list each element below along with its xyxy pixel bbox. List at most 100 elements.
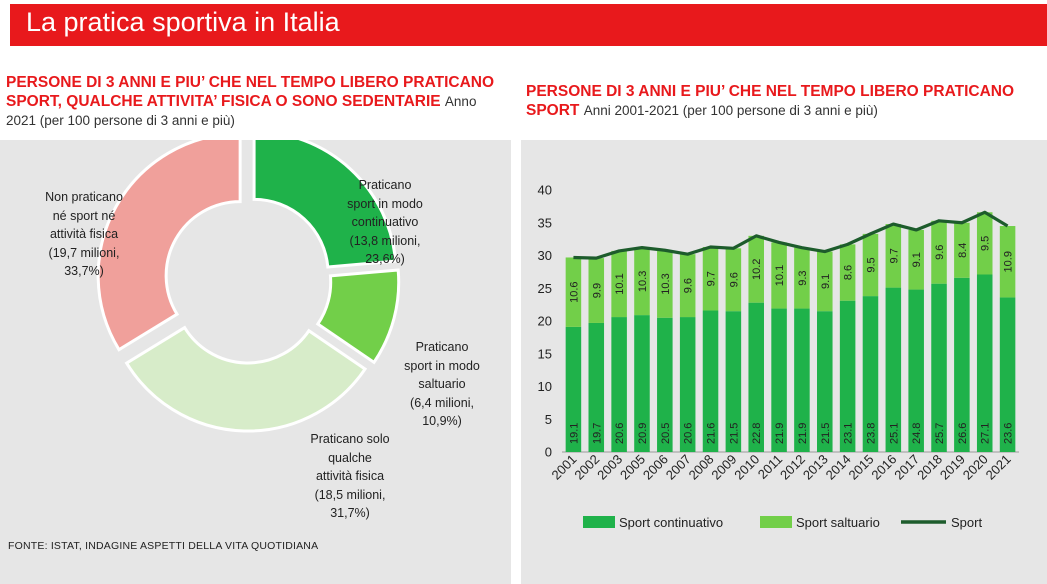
bar-sport-saltuario <box>976 212 993 275</box>
line-sport <box>573 210 1009 260</box>
y-tick-label: 10 <box>538 379 552 394</box>
right-chart-heading-text: PERSONE DI 3 ANNI E PIU’ CHE NEL TEMPO L… <box>526 83 1015 119</box>
data-label-saltuario: 9.7 <box>706 271 718 286</box>
label-line: saltuario <box>418 377 466 391</box>
right-chart-heading: PERSONE DI 3 ANNI E PIU’ CHE NEL TEMPO L… <box>526 82 1041 120</box>
bar-sport-saltuario <box>702 246 719 311</box>
data-label-continuativo: 21.5 <box>728 423 740 444</box>
y-tick-label: 30 <box>538 248 552 263</box>
data-label-saltuario: 9.5 <box>980 236 992 251</box>
data-label-continuativo: 23.6 <box>1003 423 1015 444</box>
bar-sport-continuativo <box>611 317 627 452</box>
bar-sport-saltuario <box>839 244 856 301</box>
label-line: (13,8 milioni, <box>349 233 421 248</box>
bar-sport-saltuario <box>657 250 673 318</box>
bar-sport-saltuario <box>931 220 947 284</box>
data-label-continuativo: 25.1 <box>888 423 900 444</box>
label-line: continuativo <box>351 215 419 229</box>
bar-sport-continuativo <box>839 300 856 452</box>
bar-sport-continuativo <box>817 311 833 452</box>
donut-slice-2 <box>124 325 368 433</box>
data-label-continuativo: 24.8 <box>911 423 923 444</box>
bar-sport-continuativo <box>634 315 650 452</box>
bar-sport-saltuario <box>748 235 764 303</box>
label-line: (19,7 milioni, <box>48 245 120 260</box>
label-line: sport in modo <box>347 196 423 211</box>
label-line: (18,5 milioni, <box>314 487 386 502</box>
data-label-saltuario: 9.7 <box>888 248 900 263</box>
y-tick-label: 35 <box>538 215 552 230</box>
bar-sport-continuativo <box>657 317 673 452</box>
data-label-continuativo: 25.7 <box>934 423 946 444</box>
data-label-saltuario: 10.1 <box>614 273 626 294</box>
left-chart-note: Anno 2021 (per 100 persone di 3 anni e p… <box>6 94 477 128</box>
data-label-continuativo: 23.1 <box>843 423 855 444</box>
bar-sport-continuativo <box>931 283 947 452</box>
data-label-continuativo: 22.8 <box>751 423 763 444</box>
data-label-saltuario: 9.3 <box>797 270 809 285</box>
bar-sport-continuativo <box>725 311 742 452</box>
data-label-continuativo: 21.9 <box>797 423 809 444</box>
label-line: Praticano <box>358 178 412 192</box>
data-label-saltuario: 9.1 <box>911 252 923 267</box>
data-label-continuativo: 20.6 <box>614 423 626 444</box>
donut-label-continuativo: Praticano sport in modo continuativo (13… <box>347 176 423 269</box>
bar-sport-saltuario <box>725 248 742 312</box>
bar-sport-continuativo <box>748 302 764 452</box>
donut-chart <box>96 140 401 433</box>
bar-sport-saltuario <box>634 247 650 316</box>
label-line: attività fisica <box>315 469 385 483</box>
bar-sport-saltuario <box>817 251 833 312</box>
stacked-bar-chart: 051015202530354019.110.6200119.79.920022… <box>538 183 1019 530</box>
bar-sport-saltuario <box>908 229 924 290</box>
data-label-saltuario: 9.6 <box>934 245 946 260</box>
data-label-continuativo: 26.6 <box>957 423 969 444</box>
y-tick-label: 15 <box>538 346 552 361</box>
data-label-continuativo: 23.8 <box>865 423 877 444</box>
donut-label-non-praticano: Non praticano né sport né attività fisic… <box>45 188 123 281</box>
legend-label-sport: Sport <box>951 515 982 530</box>
bar-sport-continuativo <box>976 274 993 452</box>
label-line: 31,7%) <box>330 506 370 520</box>
data-label-continuativo: 20.6 <box>683 423 695 444</box>
bar-sport-continuativo <box>999 297 1016 452</box>
label-line: (6,4 milioni, <box>410 395 474 410</box>
bar-sport-saltuario <box>611 250 627 318</box>
bar-sport-saltuario <box>794 247 810 309</box>
bar-sport-saltuario <box>999 226 1016 298</box>
data-label-continuativo: 21.9 <box>774 423 786 444</box>
y-tick-label: 5 <box>545 412 552 427</box>
label-line: 33,7%) <box>64 264 104 278</box>
bar-sport-saltuario <box>771 242 787 309</box>
donut-label-solo-attivita: Praticano solo qualche attività fisica (… <box>310 430 389 523</box>
data-label-continuativo: 27.1 <box>980 423 992 444</box>
data-label-saltuario: 9.9 <box>591 283 603 298</box>
label-line: 23,6%) <box>365 252 405 266</box>
donut-slice-3 <box>96 140 242 352</box>
bar-chart-panel: 0 5 10 15 20 25 30 35 40 19.1 10.6 2001 19.7 9.9 2002 2… <box>521 140 1047 584</box>
data-label-saltuario: 9.1 <box>820 274 832 289</box>
label-line: sport in modo <box>404 358 480 373</box>
y-tick-label: 40 <box>538 183 552 198</box>
page-title: La pratica sportiva in Italia <box>26 7 340 37</box>
bar-sport-continuativo <box>862 296 879 452</box>
bar-sport-continuativo <box>702 310 719 452</box>
data-label-continuativo: 19.7 <box>591 423 603 444</box>
data-label-continuativo: 19.1 <box>568 423 580 444</box>
bar-sport-continuativo <box>908 289 924 452</box>
source-note: FONTE: ISTAT, INDAGINE ASPETTI DELLA VIT… <box>8 540 319 552</box>
bar-sport-saltuario <box>679 254 696 318</box>
bar-sport-continuativo <box>565 326 582 452</box>
donut-slice-0 <box>252 140 398 269</box>
data-label-continuativo: 21.6 <box>706 423 718 444</box>
bar-sport-saltuario <box>565 257 582 327</box>
donut-chart-panel: Praticano sport in modo continuativo (13… <box>0 140 511 584</box>
data-label-continuativo: 20.5 <box>660 423 672 444</box>
bar-sport-continuativo <box>588 322 605 452</box>
label-line: qualche <box>328 450 372 465</box>
data-label-saltuario: 10.6 <box>568 281 580 302</box>
bar-sport-saltuario <box>954 222 970 278</box>
y-tick-label: 20 <box>538 314 552 329</box>
label-line: Praticano solo <box>310 432 390 446</box>
legend-swatch-saltuario <box>760 516 792 528</box>
